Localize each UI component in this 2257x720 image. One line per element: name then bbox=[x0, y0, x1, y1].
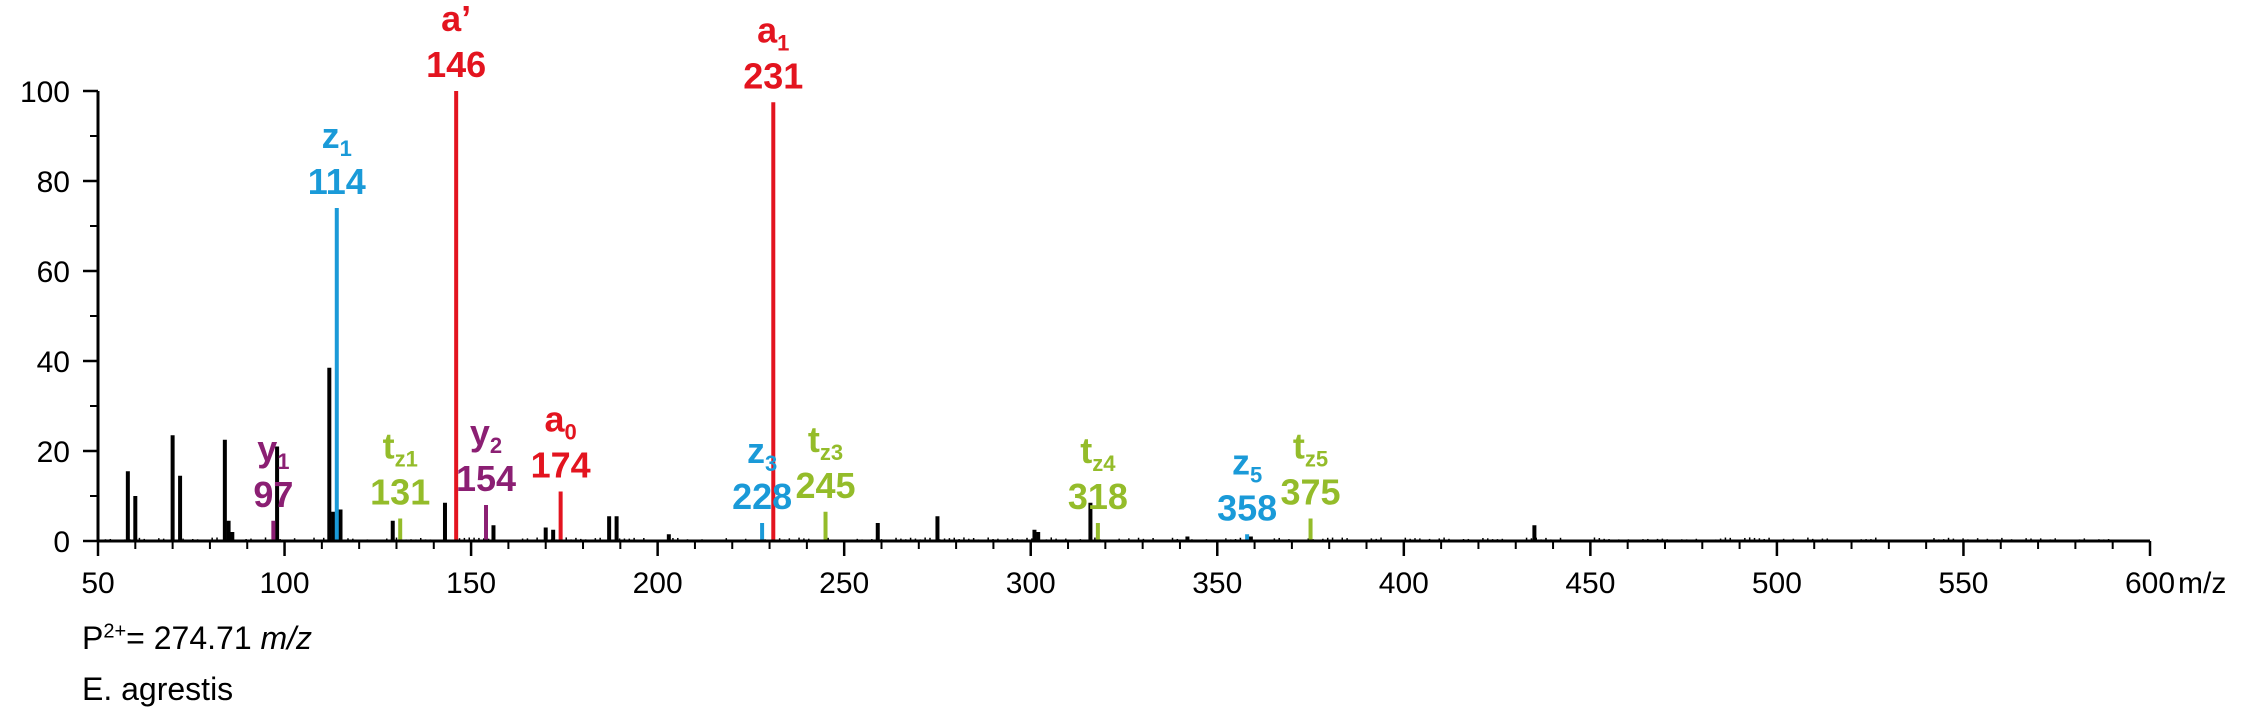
peak-ion-label: a1 bbox=[757, 9, 789, 55]
peak-mz-label: 97 bbox=[253, 474, 293, 515]
peak-ion-label: y1 bbox=[257, 428, 289, 474]
precursor-charge: 2+ bbox=[103, 620, 127, 643]
peaks-layer bbox=[125, 91, 1537, 541]
peak-ion-label: z1 bbox=[322, 115, 352, 161]
ion-subscript: 2 bbox=[490, 433, 502, 458]
precursor-note: P2+= 274.71 m/z bbox=[82, 620, 312, 657]
x-tick-label: 150 bbox=[446, 567, 496, 600]
peak-mz-label: 146 bbox=[426, 44, 486, 85]
peak-ion-label: a’ bbox=[441, 0, 471, 39]
ion-letter: z bbox=[1232, 441, 1250, 482]
precursor-unit: m/z bbox=[260, 620, 313, 656]
y-tick-label: 0 bbox=[53, 526, 70, 559]
ion-letter: y bbox=[257, 428, 277, 469]
y-tick-label: 80 bbox=[37, 166, 70, 199]
peak-ion-label: y2 bbox=[470, 412, 502, 458]
x-tick-label: 100 bbox=[260, 567, 310, 600]
x-tick-label: 450 bbox=[1565, 567, 1615, 600]
y-tick-label: 20 bbox=[37, 436, 70, 469]
x-axis-label: m/z bbox=[2178, 567, 2226, 600]
ion-letter: t bbox=[1293, 426, 1305, 467]
peak-mz-label: 131 bbox=[370, 472, 430, 513]
x-tick-label: 350 bbox=[1192, 567, 1242, 600]
ion-letter: z bbox=[747, 430, 765, 471]
peak-mz-label: 228 bbox=[732, 476, 792, 517]
peak-mz-label: 358 bbox=[1217, 487, 1277, 528]
peak-mz-label: 114 bbox=[308, 161, 366, 202]
precursor-value: = 274.71 bbox=[126, 620, 261, 656]
species-note: E. agrestis bbox=[82, 671, 234, 707]
x-tick-label: 250 bbox=[819, 567, 869, 600]
peak-mz-label: 154 bbox=[456, 458, 516, 499]
ion-subscript: 3 bbox=[765, 451, 777, 476]
peak-mz-label: 231 bbox=[743, 55, 803, 96]
ion-subscript: 1 bbox=[340, 136, 352, 161]
peak-mz-label: 245 bbox=[795, 465, 855, 506]
ion-subscript: z4 bbox=[1092, 451, 1116, 476]
ion-subscript: 5 bbox=[1250, 462, 1262, 487]
peak-ion-label: z3 bbox=[747, 430, 777, 476]
peak-ion-label: z5 bbox=[1232, 441, 1262, 487]
ion-subscript: 0 bbox=[565, 420, 577, 445]
y-tick-label: 100 bbox=[20, 76, 70, 109]
x-tick-label: 600 bbox=[2125, 567, 2175, 600]
y-tick-label: 60 bbox=[37, 256, 70, 289]
y-tick-label: 40 bbox=[37, 346, 70, 379]
ion-letter: t bbox=[808, 419, 820, 460]
x-tick-label: 550 bbox=[1938, 567, 1988, 600]
ion-letter: z bbox=[322, 115, 340, 156]
x-tick-label: 300 bbox=[1006, 567, 1056, 600]
peak-ion-label: tz1 bbox=[383, 426, 418, 472]
ion-letter: t bbox=[1080, 430, 1092, 471]
spectrum-chart: 50 100 150 200 250 300 350 400 450 500 550 600 m/z02… bbox=[20, 0, 2226, 600]
x-tick-label: 200 bbox=[633, 567, 683, 600]
peak-ion-label: a0 bbox=[544, 399, 576, 445]
ion-letter: a bbox=[757, 9, 778, 50]
ion-subscript: z1 bbox=[395, 447, 418, 472]
ion-letter: t bbox=[383, 426, 395, 467]
ion-subscript: z3 bbox=[820, 440, 843, 465]
peak-mz-label: 174 bbox=[531, 445, 591, 486]
axes-layer: 50 100 150 200 250 300 350 400 450 500 550 600 m/z02… bbox=[20, 76, 2226, 600]
ion-subscript: 1 bbox=[277, 449, 289, 474]
peak-mz-label: 318 bbox=[1068, 476, 1128, 517]
ion-subscript: 1 bbox=[777, 30, 789, 55]
peak-ion-label: tz4 bbox=[1080, 430, 1116, 476]
ion-letter: a bbox=[441, 0, 462, 39]
peak-mz-label: 375 bbox=[1281, 472, 1341, 513]
x-tick-label: 500 bbox=[1752, 567, 1802, 600]
peak-ion-label: tz3 bbox=[808, 419, 843, 465]
ion-letter: a bbox=[544, 399, 565, 440]
ion-letter: y bbox=[470, 412, 490, 453]
ion-subscript: ’ bbox=[461, 0, 471, 39]
precursor-prefix: P bbox=[82, 620, 104, 656]
peak-ion-label: tz5 bbox=[1293, 426, 1328, 472]
x-tick-label: 400 bbox=[1379, 567, 1429, 600]
x-tick-label: 50 bbox=[81, 567, 114, 600]
ion-subscript: z5 bbox=[1305, 447, 1328, 472]
